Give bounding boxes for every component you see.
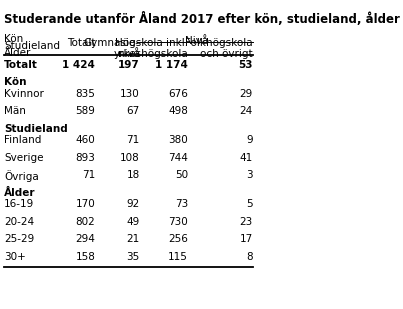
Text: Nivå: Nivå bbox=[185, 36, 208, 46]
Text: 115: 115 bbox=[168, 252, 188, 262]
Text: 23: 23 bbox=[239, 217, 253, 227]
Text: Sverige: Sverige bbox=[4, 153, 44, 163]
Text: Ålder: Ålder bbox=[4, 188, 35, 198]
Text: 20-24: 20-24 bbox=[4, 217, 34, 227]
Text: 25-29: 25-29 bbox=[4, 234, 34, 244]
Text: 197: 197 bbox=[118, 60, 140, 70]
Text: 744: 744 bbox=[168, 153, 188, 163]
Text: 41: 41 bbox=[239, 153, 253, 163]
Text: 256: 256 bbox=[168, 234, 188, 244]
Text: Kön: Kön bbox=[4, 77, 27, 87]
Text: 18: 18 bbox=[127, 170, 140, 180]
Text: Kön: Kön bbox=[4, 34, 23, 44]
Text: Totalt: Totalt bbox=[67, 37, 96, 48]
Text: 130: 130 bbox=[120, 89, 140, 99]
Text: 49: 49 bbox=[127, 217, 140, 227]
Text: 380: 380 bbox=[168, 135, 188, 145]
Text: 30+: 30+ bbox=[4, 252, 26, 262]
Text: 5: 5 bbox=[246, 199, 253, 209]
Text: 835: 835 bbox=[75, 89, 96, 99]
Text: Gymnasie-
nivå: Gymnasie- nivå bbox=[84, 37, 140, 59]
Text: Högskola inkl.
yrkeshögskola: Högskola inkl. yrkeshögskola bbox=[113, 37, 188, 59]
Text: 8: 8 bbox=[246, 252, 253, 262]
Text: 24: 24 bbox=[239, 106, 253, 116]
Text: 50: 50 bbox=[175, 170, 188, 180]
Text: 73: 73 bbox=[175, 199, 188, 209]
Text: Kvinnor: Kvinnor bbox=[4, 89, 44, 99]
Text: 71: 71 bbox=[82, 170, 96, 180]
Text: 3: 3 bbox=[246, 170, 253, 180]
Text: Studieland: Studieland bbox=[4, 124, 68, 133]
Text: 53: 53 bbox=[238, 60, 253, 70]
Text: Ålder: Ålder bbox=[4, 48, 31, 57]
Text: Totalt: Totalt bbox=[4, 60, 38, 70]
Text: 460: 460 bbox=[76, 135, 96, 145]
Text: 730: 730 bbox=[168, 217, 188, 227]
Text: 35: 35 bbox=[127, 252, 140, 262]
Text: 21: 21 bbox=[127, 234, 140, 244]
Text: 676: 676 bbox=[168, 89, 188, 99]
Text: 1 174: 1 174 bbox=[155, 60, 188, 70]
Text: Män: Män bbox=[4, 106, 26, 116]
Text: 170: 170 bbox=[76, 199, 96, 209]
Text: 17: 17 bbox=[239, 234, 253, 244]
Text: Folkhögskola
och övrigt: Folkhögskola och övrigt bbox=[185, 37, 253, 59]
Text: 108: 108 bbox=[120, 153, 140, 163]
Text: Finland: Finland bbox=[4, 135, 41, 145]
Text: 294: 294 bbox=[75, 234, 96, 244]
Text: Studieland: Studieland bbox=[4, 40, 60, 51]
Text: 893: 893 bbox=[75, 153, 96, 163]
Text: 158: 158 bbox=[75, 252, 96, 262]
Text: 29: 29 bbox=[239, 89, 253, 99]
Text: 9: 9 bbox=[246, 135, 253, 145]
Text: 92: 92 bbox=[127, 199, 140, 209]
Text: 802: 802 bbox=[76, 217, 96, 227]
Text: Studerande utanför Åland 2017 efter kön, studieland, ålder och nivå: Studerande utanför Åland 2017 efter kön,… bbox=[4, 12, 403, 26]
Text: 1 424: 1 424 bbox=[62, 60, 96, 70]
Text: 67: 67 bbox=[127, 106, 140, 116]
Text: 71: 71 bbox=[127, 135, 140, 145]
Text: 589: 589 bbox=[75, 106, 96, 116]
Text: 498: 498 bbox=[168, 106, 188, 116]
Text: Övriga: Övriga bbox=[4, 170, 39, 182]
Text: 16-19: 16-19 bbox=[4, 199, 34, 209]
